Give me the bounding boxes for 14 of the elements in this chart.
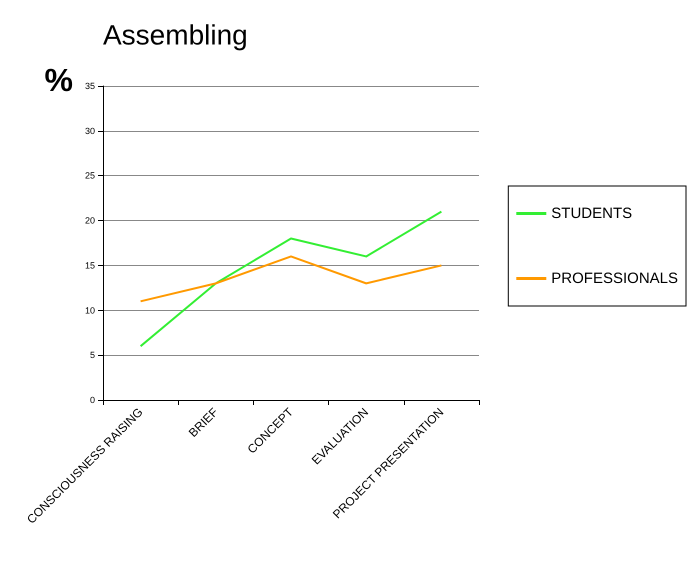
y-tick-label: 0 bbox=[90, 395, 95, 405]
y-tick-label: 25 bbox=[84, 170, 95, 181]
legend-label: PROFESSIONALS bbox=[551, 270, 678, 287]
line-series bbox=[140, 210, 442, 348]
y-tick-label: 30 bbox=[84, 126, 95, 136]
y-tick-label: 10 bbox=[84, 305, 95, 316]
legend-label: STUDENTS bbox=[551, 205, 632, 222]
y-tick-label: 35 bbox=[84, 81, 95, 91]
y-tick-label: 15 bbox=[84, 260, 95, 270]
y-tick-label: 20 bbox=[84, 216, 95, 226]
line-series bbox=[140, 255, 442, 302]
y-tick-label: 5 bbox=[90, 350, 95, 360]
y-axis-title: % bbox=[44, 62, 73, 98]
chart-title: Assembling bbox=[103, 20, 248, 50]
